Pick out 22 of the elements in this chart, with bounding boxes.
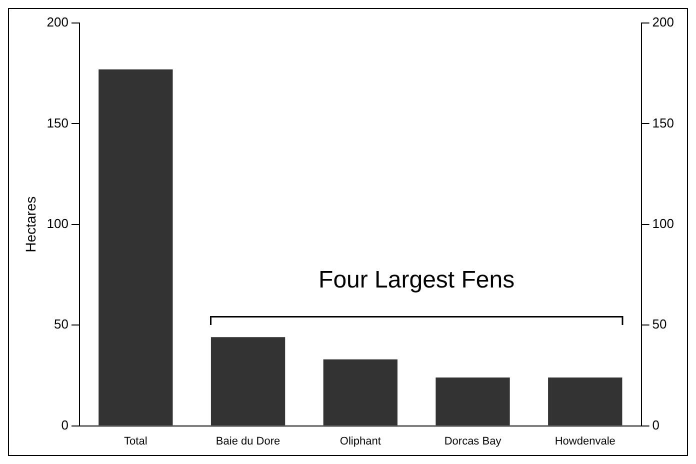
x-tick-label: Dorcas Bay (444, 435, 502, 448)
bar (98, 69, 173, 426)
y-tick-label: 200 (46, 14, 68, 30)
annotation: Four Largest Fens (318, 266, 515, 294)
bar (323, 359, 398, 426)
y2-tick-label: 150 (652, 115, 674, 130)
bar (436, 377, 510, 426)
x-tick-label: Howdenvale (554, 435, 616, 448)
y2-tick-label: 0 (652, 417, 660, 432)
y2-tick-label: 50 (652, 316, 667, 332)
y-tick-label: 50 (54, 316, 68, 332)
x-tick-label: Oliphant (340, 435, 381, 448)
y-tick-label: 0 (61, 417, 68, 432)
bar (210, 337, 286, 426)
y2-tick-label: 100 (652, 216, 674, 231)
y-axis-title: Hectares (22, 196, 38, 252)
y-tick-label: 150 (46, 115, 68, 130)
x-tick-label: Total (124, 435, 148, 448)
bar (548, 377, 622, 426)
x-tick-label: Baie du Dore (216, 435, 280, 448)
y-tick-label: 100 (46, 216, 68, 231)
y2-tick-label: 200 (652, 14, 674, 30)
